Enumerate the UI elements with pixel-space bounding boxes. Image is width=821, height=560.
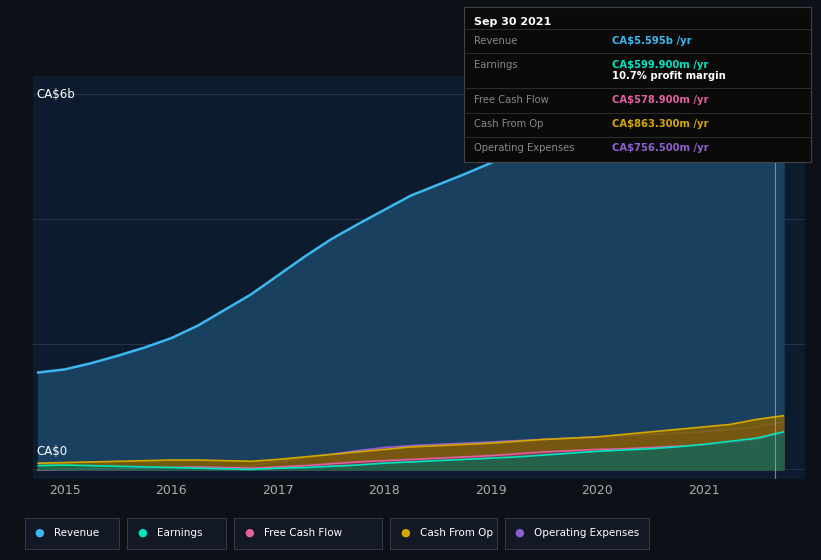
Text: CA$578.900m /yr: CA$578.900m /yr — [612, 95, 709, 105]
Text: Sep 30 2021: Sep 30 2021 — [474, 17, 551, 27]
Text: Operating Expenses: Operating Expenses — [474, 143, 574, 153]
Text: ●: ● — [244, 528, 254, 538]
Text: CA$0: CA$0 — [37, 445, 68, 458]
Text: CA$863.300m /yr: CA$863.300m /yr — [612, 119, 709, 129]
Text: Cash From Op: Cash From Op — [420, 528, 493, 538]
Text: ●: ● — [137, 528, 147, 538]
Text: ●: ● — [34, 528, 44, 538]
Text: CA$6b: CA$6b — [37, 88, 76, 101]
Text: 10.7% profit margin: 10.7% profit margin — [612, 71, 726, 81]
Text: Cash From Op: Cash From Op — [474, 119, 544, 129]
Text: Free Cash Flow: Free Cash Flow — [474, 95, 548, 105]
Text: Revenue: Revenue — [54, 528, 99, 538]
Text: ●: ● — [400, 528, 410, 538]
Text: Revenue: Revenue — [474, 36, 517, 46]
Text: Operating Expenses: Operating Expenses — [534, 528, 640, 538]
Text: CA$5.595b /yr: CA$5.595b /yr — [612, 36, 691, 46]
Text: Earnings: Earnings — [157, 528, 202, 538]
Text: CA$756.500m /yr: CA$756.500m /yr — [612, 143, 709, 153]
Text: Free Cash Flow: Free Cash Flow — [264, 528, 342, 538]
Text: ●: ● — [515, 528, 525, 538]
Text: CA$599.900m /yr: CA$599.900m /yr — [612, 60, 708, 70]
Text: Earnings: Earnings — [474, 60, 517, 70]
